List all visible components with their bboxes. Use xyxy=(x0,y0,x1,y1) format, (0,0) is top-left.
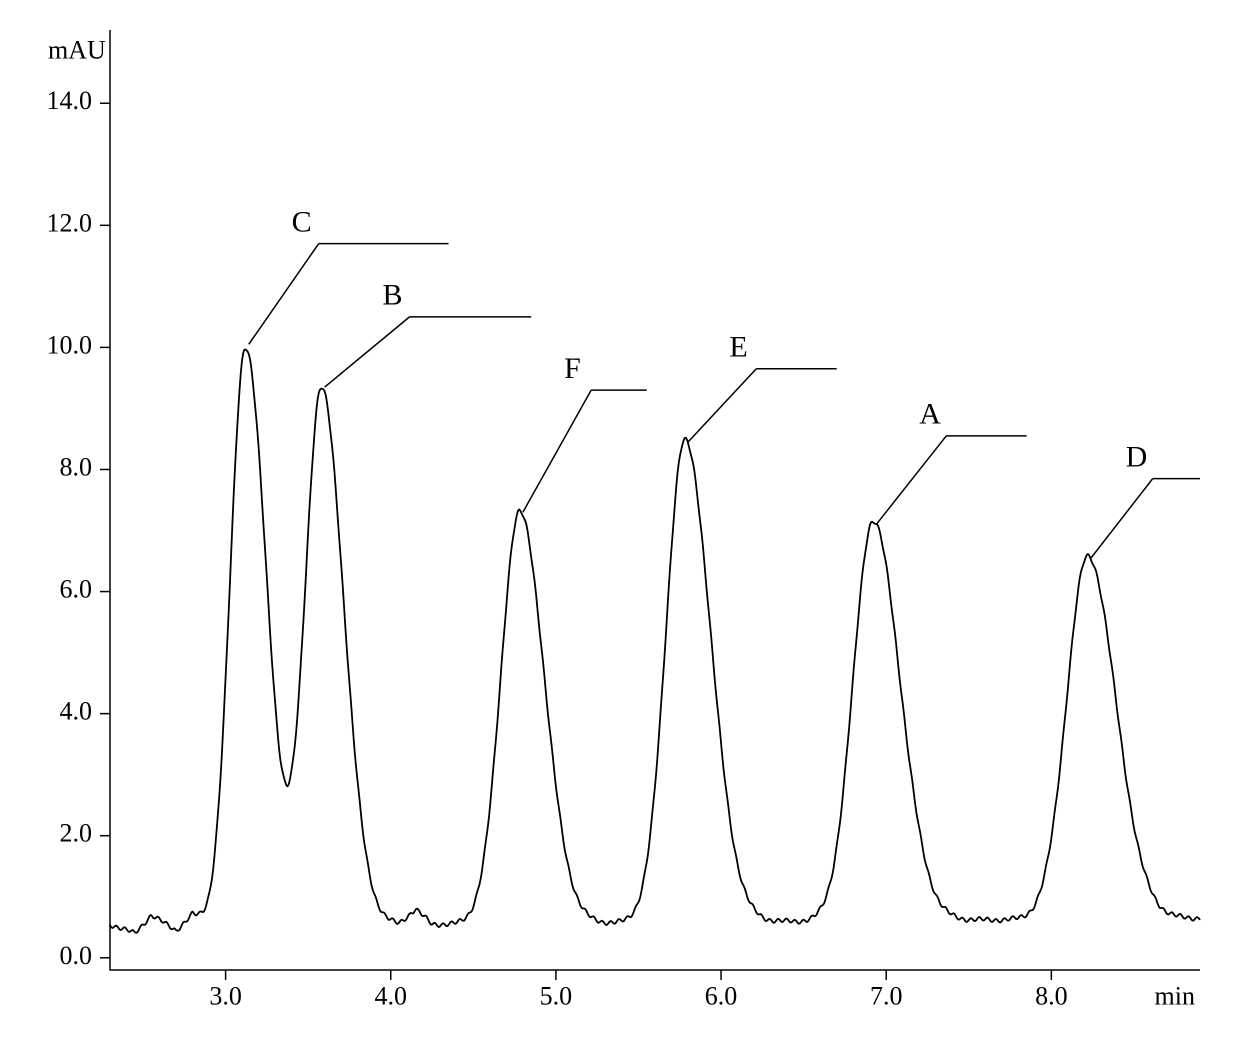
y-tick-label: 10.0 xyxy=(47,330,93,359)
y-axis-label: mAU xyxy=(48,35,106,64)
peak-leader-e xyxy=(688,369,756,442)
peak-leader-b xyxy=(325,317,410,387)
x-axis-label: min xyxy=(1155,981,1195,1010)
y-tick-label: 12.0 xyxy=(47,208,93,237)
x-tick-label: 4.0 xyxy=(375,981,408,1010)
x-tick-label: 3.0 xyxy=(209,981,242,1010)
y-tick-label: 8.0 xyxy=(60,452,93,481)
x-tick-label: 5.0 xyxy=(540,981,573,1010)
y-tick-label: 4.0 xyxy=(60,697,93,726)
y-tick-label: 2.0 xyxy=(60,819,93,848)
peak-label-a: A xyxy=(919,398,941,431)
peak-label-e: E xyxy=(729,331,747,364)
y-tick-label: 14.0 xyxy=(47,86,93,115)
x-tick-label: 6.0 xyxy=(705,981,738,1010)
peak-label-d: D xyxy=(1126,440,1148,473)
y-tick-label: 6.0 xyxy=(60,575,93,604)
peak-label-b: B xyxy=(383,279,403,312)
peak-label-f: F xyxy=(564,352,581,385)
y-tick-label: 0.0 xyxy=(60,941,93,970)
x-tick-label: 8.0 xyxy=(1035,981,1068,1010)
peak-leader-d xyxy=(1091,479,1153,558)
peak-label-c: C xyxy=(292,205,312,238)
chromatogram-chart: 0.0 2.0 4.0 6.0 8.0 10.0 12.0 14.0 mAU 3.0 4.0 5.0 6… xyxy=(0,0,1240,1050)
chromatogram-trace xyxy=(110,350,1200,933)
x-tick-label: 7.0 xyxy=(870,981,903,1010)
chart-svg: 0.0 2.0 4.0 6.0 8.0 10.0 12.0 14.0 mAU 3.0 4.0 5.0 6… xyxy=(0,0,1240,1050)
peak-leader-a xyxy=(876,436,946,525)
peak-leader-c xyxy=(249,244,319,345)
axes xyxy=(110,30,1200,970)
peak-leader-f xyxy=(523,390,591,512)
